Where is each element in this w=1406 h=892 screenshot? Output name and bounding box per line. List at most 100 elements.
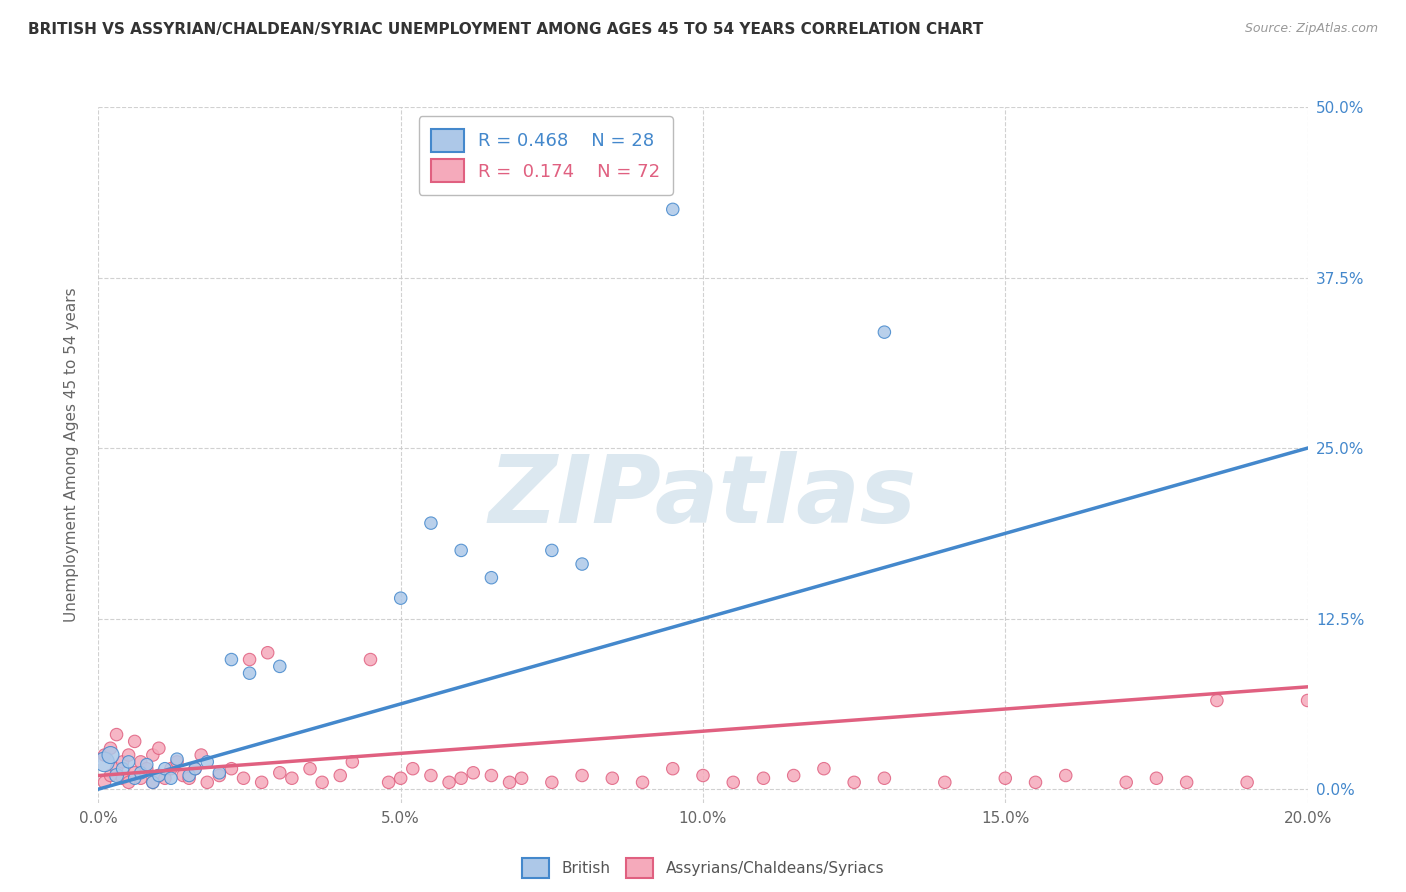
Point xyxy=(239,666,262,681)
Point xyxy=(377,775,399,789)
Point xyxy=(540,775,562,789)
Point xyxy=(153,762,176,776)
Point xyxy=(571,557,593,571)
Point xyxy=(463,765,485,780)
Point xyxy=(93,775,115,789)
Point xyxy=(135,762,157,776)
Point xyxy=(256,646,278,660)
Point xyxy=(1024,775,1046,789)
Point xyxy=(105,728,128,742)
Point xyxy=(994,771,1017,785)
Point xyxy=(142,747,165,762)
Point xyxy=(498,775,520,789)
Point xyxy=(783,768,806,782)
Point xyxy=(437,775,460,789)
Point xyxy=(250,775,273,789)
Legend: British, Assyrians/Chaldeans/Syriacs: British, Assyrians/Chaldeans/Syriacs xyxy=(515,851,891,886)
Point xyxy=(481,768,503,782)
Point xyxy=(118,747,141,762)
Point xyxy=(389,771,412,785)
Point xyxy=(166,752,188,766)
Point xyxy=(148,768,170,782)
Point xyxy=(1175,775,1198,789)
Point xyxy=(481,571,503,585)
Point xyxy=(934,775,956,789)
Point xyxy=(142,775,165,789)
Point xyxy=(221,762,243,776)
Point xyxy=(148,741,170,756)
Text: Source: ZipAtlas.com: Source: ZipAtlas.com xyxy=(1244,22,1378,36)
Point xyxy=(692,768,714,782)
Point xyxy=(135,757,157,772)
Point xyxy=(100,747,122,762)
Point xyxy=(93,747,115,762)
Point xyxy=(142,775,165,789)
Point xyxy=(100,768,122,782)
Point xyxy=(208,768,231,782)
Point xyxy=(184,762,207,776)
Point xyxy=(239,652,262,666)
Point xyxy=(148,768,170,782)
Point xyxy=(329,768,352,782)
Point xyxy=(208,765,231,780)
Point xyxy=(662,202,685,217)
Point xyxy=(1115,775,1137,789)
Point xyxy=(160,762,183,776)
Point xyxy=(129,771,152,785)
Point xyxy=(129,765,152,780)
Point xyxy=(1054,768,1077,782)
Point xyxy=(179,768,201,782)
Point xyxy=(269,659,291,673)
Point xyxy=(111,762,134,776)
Point xyxy=(129,755,152,769)
Point xyxy=(100,741,122,756)
Point xyxy=(723,775,745,789)
Point xyxy=(602,771,624,785)
Point xyxy=(232,771,254,785)
Point xyxy=(111,755,134,769)
Point xyxy=(752,771,775,785)
Point xyxy=(402,762,425,776)
Point xyxy=(195,755,218,769)
Point xyxy=(1296,693,1319,707)
Point xyxy=(221,652,243,666)
Text: BRITISH VS ASSYRIAN/CHALDEAN/SYRIAC UNEMPLOYMENT AMONG AGES 45 TO 54 YEARS CORRE: BRITISH VS ASSYRIAN/CHALDEAN/SYRIAC UNEM… xyxy=(28,22,983,37)
Point xyxy=(813,762,835,776)
Point xyxy=(93,755,115,769)
Point xyxy=(118,775,141,789)
Point xyxy=(118,755,141,769)
Point xyxy=(195,775,218,789)
Point xyxy=(124,734,146,748)
Point xyxy=(873,325,896,339)
Point xyxy=(105,762,128,776)
Point xyxy=(190,747,212,762)
Point xyxy=(166,755,188,769)
Point xyxy=(510,771,533,785)
Point xyxy=(153,771,176,785)
Point xyxy=(299,762,322,776)
Point xyxy=(420,768,443,782)
Point xyxy=(342,755,364,769)
Point xyxy=(160,771,183,785)
Point xyxy=(179,771,201,785)
Point xyxy=(631,775,654,789)
Point xyxy=(360,652,382,666)
Point xyxy=(111,771,134,785)
Y-axis label: Unemployment Among Ages 45 to 54 years: Unemployment Among Ages 45 to 54 years xyxy=(65,287,79,623)
Point xyxy=(311,775,333,789)
Point xyxy=(571,768,593,782)
Point xyxy=(420,516,443,530)
Point xyxy=(389,591,412,606)
Point xyxy=(1206,693,1229,707)
Point xyxy=(450,543,472,558)
Point xyxy=(281,771,304,785)
Point xyxy=(105,768,128,782)
Point xyxy=(662,762,685,776)
Text: ZIPatlas: ZIPatlas xyxy=(489,450,917,542)
Point xyxy=(844,775,866,789)
Point xyxy=(269,765,291,780)
Point xyxy=(124,771,146,785)
Point xyxy=(873,771,896,785)
Point xyxy=(184,762,207,776)
Point xyxy=(172,768,194,782)
